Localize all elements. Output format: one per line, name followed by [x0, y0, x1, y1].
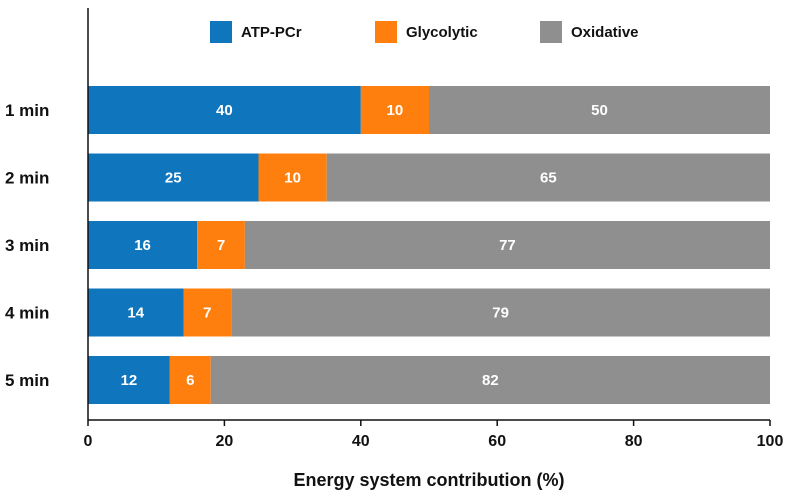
data-label-4-min-oxidative: 79	[492, 305, 509, 322]
bar-1-min-atp-pcr	[88, 86, 361, 134]
data-label-2-min-oxidative: 65	[540, 170, 557, 187]
data-label-4-min-glycolytic: 7	[203, 305, 211, 322]
category-label-5-min: 5 min	[5, 371, 49, 390]
bar-2-min-atp-pcr	[88, 153, 259, 202]
bar-5-min-oxidative	[210, 356, 770, 404]
data-label-2-min-atp-pcr: 25	[165, 170, 182, 187]
category-label-4-min: 4 min	[5, 304, 49, 323]
data-label-2-min-glycolytic: 10	[284, 170, 301, 187]
bar-1-min-glycolytic	[360, 86, 429, 134]
legend-swatch-glycolytic	[375, 21, 397, 43]
data-label-3-min-atp-pcr: 16	[134, 237, 151, 254]
x-tick-label-80: 80	[625, 433, 643, 450]
x-tick-label-40: 40	[352, 433, 370, 450]
x-tick-label-100: 100	[757, 433, 784, 450]
legend-label-atp-pcr: ATP-PCr	[241, 24, 302, 41]
axes: 1 min 2 min 3 min 4 min 5 min 0 20 40 60 80 100	[5, 8, 783, 450]
x-axis-title: Energy system contribution (%)	[293, 470, 564, 490]
legend-swatch-atp-pcr	[210, 21, 232, 43]
legend: ATP-PCr Glycolytic Oxidative	[210, 21, 639, 43]
x-tick-label-20: 20	[216, 433, 234, 450]
data-label-5-min-oxidative: 82	[482, 372, 499, 389]
data-label-5-min-glycolytic: 6	[186, 372, 194, 389]
bar-3-min-atp-pcr	[88, 221, 198, 269]
legend-label-glycolytic: Glycolytic	[406, 24, 478, 41]
bar-4-min-oxidative	[231, 288, 771, 337]
x-tick-label-0: 0	[84, 433, 93, 450]
data-label-4-min-atp-pcr: 14	[127, 305, 144, 322]
legend-swatch-oxidative	[540, 21, 562, 43]
bar-3-min-glycolytic	[197, 221, 245, 269]
bar-1-min-oxidative	[429, 86, 770, 134]
data-label-5-min-atp-pcr: 12	[121, 372, 138, 389]
category-label-1-min: 1 min	[5, 101, 49, 120]
bar-4-min-glycolytic	[183, 288, 232, 337]
category-label-2-min: 2 min	[5, 169, 49, 188]
bar-2-min-glycolytic	[258, 153, 327, 202]
category-label-3-min: 3 min	[5, 236, 49, 255]
x-tick-label-60: 60	[488, 433, 506, 450]
data-label-1-min-glycolytic: 10	[387, 102, 404, 119]
legend-label-oxidative: Oxidative	[571, 24, 639, 41]
data-label-3-min-glycolytic: 7	[217, 237, 225, 254]
bar-5-min-atp-pcr	[88, 356, 170, 404]
bar-2-min-oxidative	[326, 153, 770, 202]
bar-4-min-atp-pcr	[88, 288, 184, 337]
bar-3-min-oxidative	[244, 221, 771, 269]
data-label-1-min-atp-pcr: 40	[216, 102, 233, 119]
data-label-3-min-oxidative: 77	[499, 237, 516, 254]
data-label-1-min-oxidative: 50	[591, 102, 608, 119]
bar-5-min-glycolytic	[169, 356, 211, 404]
